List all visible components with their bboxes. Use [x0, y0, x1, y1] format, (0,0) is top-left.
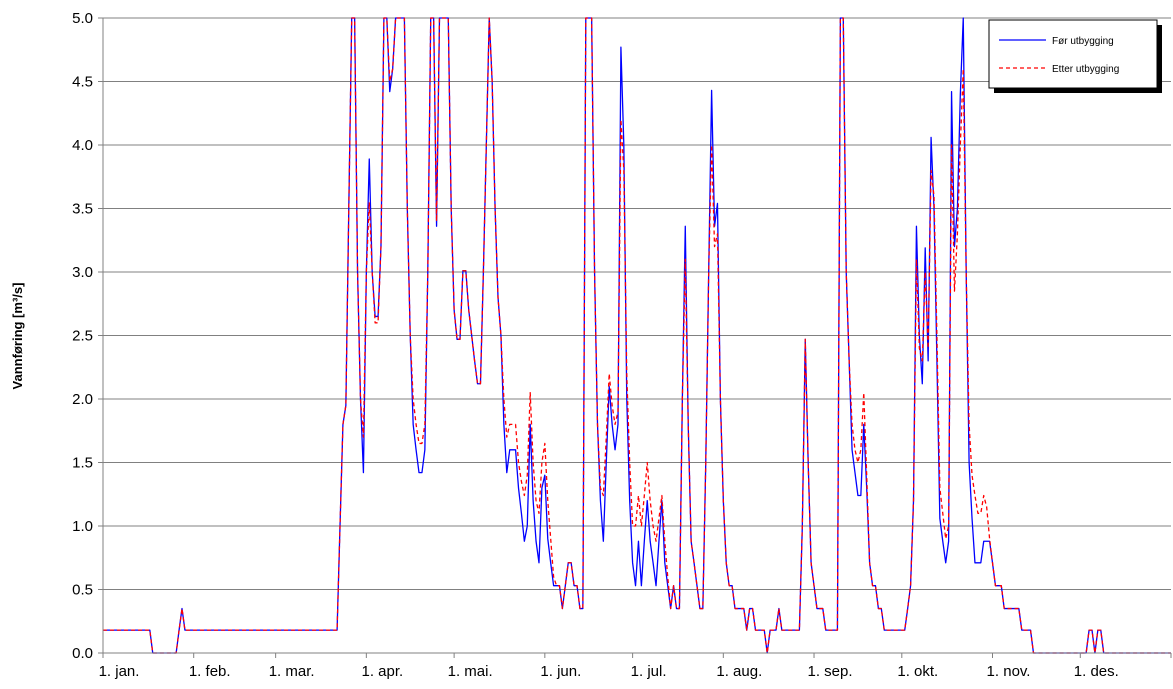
- x-tick-label: 1. okt.: [897, 663, 938, 680]
- y-axis-label: Vannføring [m³/s]: [10, 283, 25, 390]
- series-line-f-r-utbygging: [103, 17, 1171, 654]
- y-tick-labels: 0.0 0.5 1.0 1.5 2.0 2.5 3.0 3.5 4.0 4.5 5.0: [72, 10, 93, 662]
- legend-box: [988, 19, 1158, 89]
- series-lines: [103, 17, 1171, 654]
- x-tick-label: 1. aug.: [716, 663, 762, 680]
- y-tick-label: 4.5: [72, 74, 93, 91]
- x-tick-label: 1. sep.: [808, 663, 853, 680]
- y-tick-label: 1.5: [72, 455, 93, 472]
- y-tick-label: 0.5: [72, 582, 93, 599]
- x-tick-label: 1. des.: [1074, 663, 1119, 680]
- legend: Før utbygging Etter utbygging: [988, 19, 1162, 93]
- grid-lines: [98, 17, 1171, 654]
- y-tick-label: 3.0: [72, 264, 93, 281]
- y-tick-label: 3.5: [72, 201, 93, 218]
- x-tick-label: 1. jul.: [631, 663, 667, 680]
- legend-label-for-utbygging: Før utbygging: [1052, 36, 1114, 47]
- y-tick-label: 4.0: [72, 137, 93, 154]
- y-tick-label: 2.5: [72, 328, 93, 345]
- y-tick-label: 2.0: [72, 391, 93, 408]
- x-tick-label: 1. mar.: [269, 663, 315, 680]
- x-tick-label: 1. jan.: [99, 663, 140, 680]
- x-tick-labels: 1. jan. 1. feb. 1. mar. 1. apr. 1. mai. 1. ju…: [99, 663, 1119, 680]
- x-tick-label: 1. nov.: [987, 663, 1031, 680]
- x-tick-label: 1. mai.: [448, 663, 493, 680]
- series-line-etter-utbygging: [103, 17, 1171, 654]
- legend-label-etter-utbygging: Etter utbygging: [1052, 64, 1119, 75]
- y-tick-label: 1.0: [72, 518, 93, 535]
- y-tick-label: 0.0: [72, 645, 93, 662]
- axes: [102, 18, 1172, 658]
- x-tick-label: 1. feb.: [189, 663, 231, 680]
- y-tick-label: 5.0: [72, 10, 93, 27]
- x-tick-label: 1. jun.: [540, 663, 581, 680]
- x-tick-label: 1. apr.: [361, 663, 403, 680]
